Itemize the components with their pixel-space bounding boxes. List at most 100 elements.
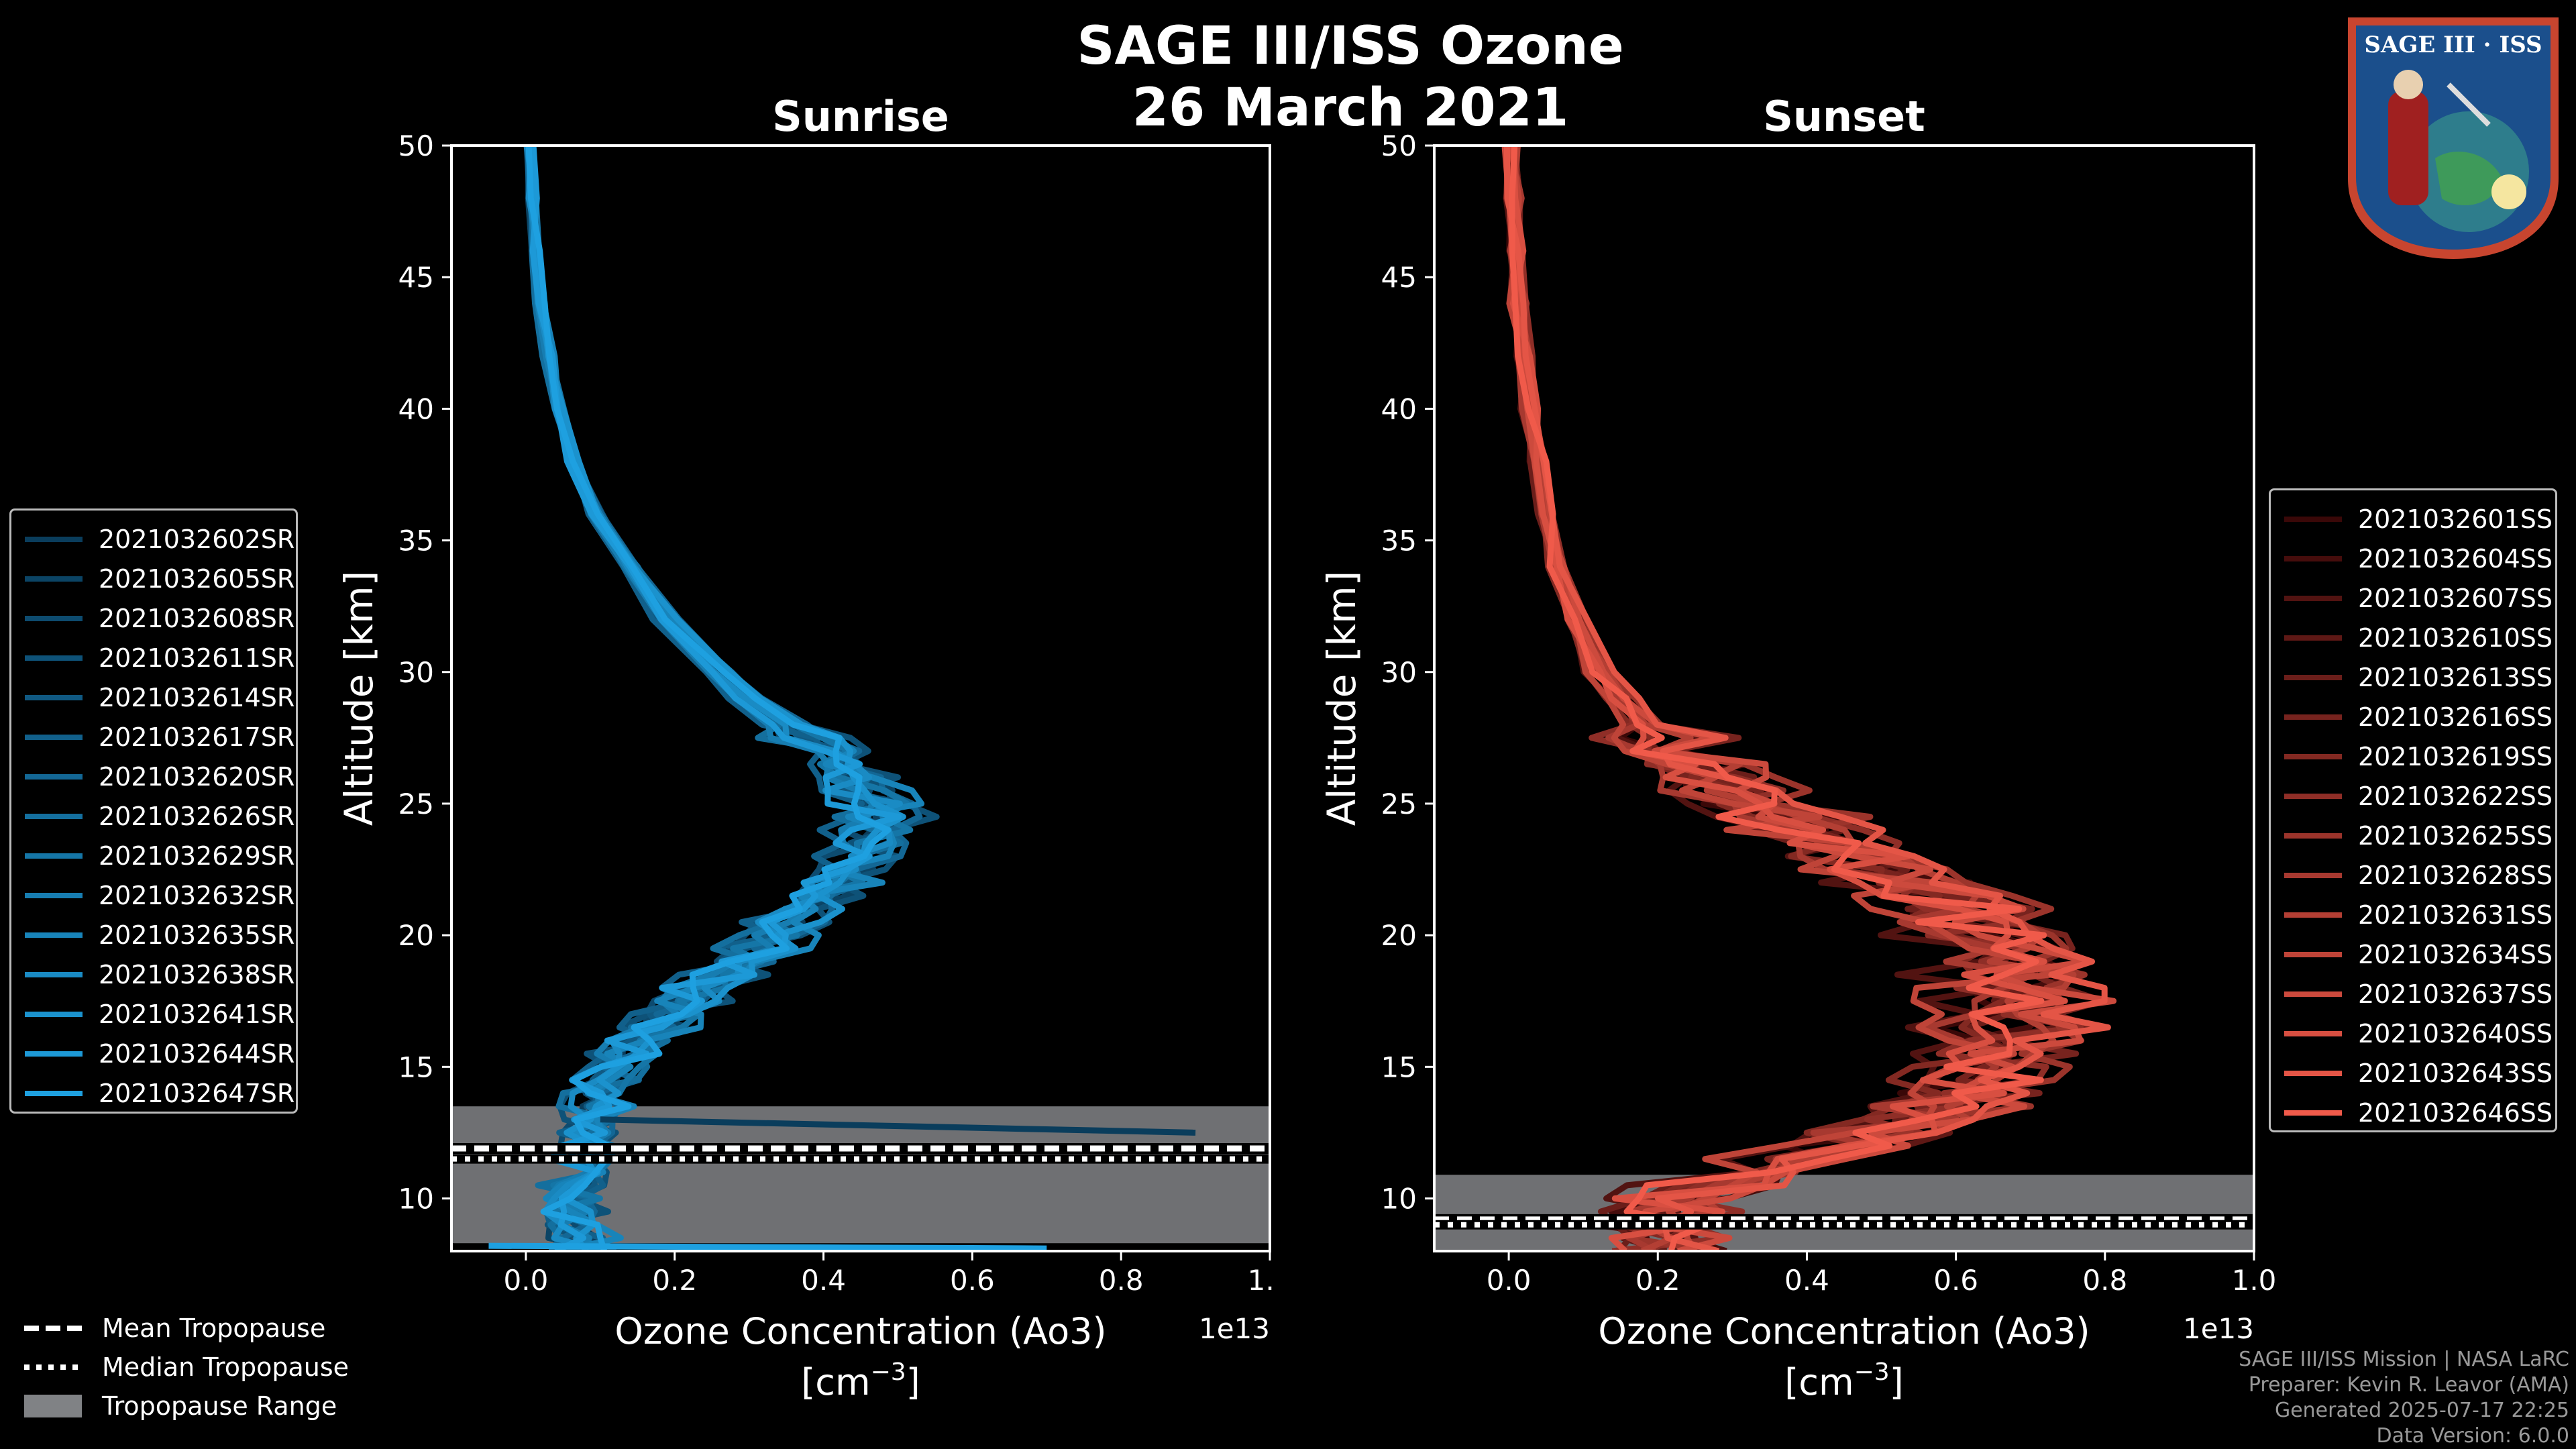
legend-label: Tropopause Range [102, 1391, 337, 1421]
legend-label: 2021032635SR [99, 920, 295, 950]
legend-item: 2021032605SR [25, 559, 294, 598]
legend-swatch [25, 893, 83, 898]
legend-label: 2021032607SS [2358, 584, 2553, 613]
legend-label: 2021032640SS [2358, 1019, 2553, 1049]
legend-swatch [2284, 635, 2342, 641]
legend-item: 2021032625SS [2284, 816, 2553, 855]
chart-title: Sunset [1763, 92, 1925, 141]
credit-line: Data Version: 6.0.0 [2376, 1424, 2569, 1448]
x-tick-label: 1.0 [2232, 1264, 2277, 1297]
legend-label: 2021032632SR [99, 881, 295, 910]
legend-item: 2021032635SR [25, 916, 294, 955]
axes-frame [450, 144, 1271, 1252]
sunset-legend: 2021032601SS 2021032604SS 2021032607SS 2021… [2269, 488, 2557, 1132]
x-tick-label: 0.6 [1933, 1264, 1978, 1297]
legend-swatch [2284, 596, 2342, 601]
credit-line: SAGE III/ISS Mission | NASA LaRC [2239, 1348, 2569, 1371]
figure-title-line1: SAGE III/ISS Ozone [1077, 16, 1624, 76]
legend-swatch [2284, 1031, 2342, 1036]
legend-label: 2021032608SR [99, 604, 295, 633]
profile-line [1509, 146, 2047, 1251]
legend-swatch [2284, 714, 2342, 720]
range-patch-swatch [24, 1395, 82, 1417]
x-tick-label: 0.0 [504, 1264, 549, 1297]
legend-item: 2021032611SR [25, 639, 294, 678]
legend-swatch [25, 655, 83, 661]
legend-tropopause-range: Tropopause Range [24, 1387, 337, 1425]
legend-item: 2021032626SR [25, 797, 294, 836]
x-tick-label: 0.6 [950, 1264, 995, 1297]
legend-swatch [25, 616, 83, 621]
legend-item: 2021032617SR [25, 718, 294, 757]
legend-swatch [2284, 675, 2342, 680]
x-axis-unit: [cm−3] [801, 1358, 920, 1403]
legend-item: 2021032620SR [25, 757, 294, 796]
y-tick-label: 35 [398, 525, 434, 557]
x-tick-label: 0.4 [1784, 1264, 1829, 1297]
y-tick-label: 45 [1381, 261, 1417, 294]
x-axis-label: Ozone Concentration (Ao3) [1598, 1310, 2090, 1352]
legend-label: 2021032619SS [2358, 742, 2553, 771]
x-tick-label: 0.8 [1099, 1264, 1144, 1297]
x-axis-label: Ozone Concentration (Ao3) [614, 1310, 1106, 1352]
x-axis-unit: [cm−3] [1784, 1358, 1904, 1403]
dotted-line-swatch [24, 1364, 82, 1370]
legend-label: 2021032647SR [99, 1079, 295, 1108]
legend-label: 2021032620SR [99, 762, 295, 792]
profile-outlier [488, 1242, 1047, 1251]
y-tick-label: 40 [398, 392, 434, 425]
legend-item: 2021032646SS [2284, 1093, 2553, 1132]
legend-item: 2021032634SS [2284, 935, 2553, 974]
legend-swatch [2284, 833, 2342, 839]
legend-item: 2021032607SS [2284, 579, 2553, 618]
legend-swatch [2284, 912, 2342, 918]
legend-item: 2021032631SS [2284, 896, 2553, 934]
legend-item: 2021032643SS [2284, 1054, 2553, 1093]
legend-mean-tropopause: Mean Tropopause [24, 1309, 325, 1347]
sage-logo: SAGE III · ISS [2341, 11, 2565, 262]
legend-swatch [25, 972, 83, 977]
legend-label: 2021032638SR [99, 960, 295, 989]
y-tick-label: 15 [1381, 1051, 1417, 1083]
legend-item: 2021032638SR [25, 955, 294, 994]
chart-title: Sunrise [772, 92, 949, 141]
legend-item: 2021032613SS [2284, 658, 2553, 697]
legend-label: 2021032604SS [2358, 544, 2553, 574]
legend-label: 2021032614SR [99, 683, 295, 712]
legend-swatch [2284, 556, 2342, 561]
y-tick-label: 25 [398, 788, 434, 820]
legend-swatch [25, 1051, 83, 1057]
legend-swatch [25, 735, 83, 740]
y-tick-label: 10 [1381, 1183, 1417, 1216]
legend-item: 2021032619SS [2284, 737, 2553, 776]
legend-item: 2021032602SR [25, 520, 294, 559]
legend-label: 2021032643SS [2358, 1059, 2553, 1088]
legend-item: 2021032614SR [25, 678, 294, 717]
legend-label: 2021032625SS [2358, 821, 2553, 851]
y-tick-label: 30 [398, 656, 434, 689]
x-scale-label: 1e13 [2183, 1312, 2254, 1345]
x-tick-label: 0.2 [652, 1264, 697, 1297]
legend-label: 2021032646SS [2358, 1098, 2553, 1128]
legend-label: 2021032605SR [99, 564, 295, 594]
legend-item: 2021032601SS [2284, 500, 2553, 539]
legend-label: 2021032617SR [99, 722, 295, 752]
legend-item: 2021032610SS [2284, 619, 2553, 657]
profile-line [1501, 146, 2117, 1251]
legend-item: 2021032640SS [2284, 1014, 2553, 1053]
plot-area [451, 146, 1270, 1251]
legend-item: 2021032647SR [25, 1074, 294, 1113]
y-tick-label: 40 [1381, 392, 1417, 425]
legend-item: 2021032641SR [25, 995, 294, 1034]
legend-item: 2021032622SS [2284, 777, 2553, 816]
legend-label: 2021032601SS [2358, 504, 2553, 534]
credits: SAGE III/ISS Mission | NASA LaRC Prepare… [2239, 1347, 2569, 1449]
axes-frame [1433, 144, 2255, 1252]
legend-swatch [25, 1012, 83, 1017]
legend-label: 2021032637SS [2358, 979, 2553, 1009]
legend-label: 2021032613SS [2358, 663, 2553, 692]
legend-swatch [25, 1091, 83, 1096]
logo-text: SAGE III · ISS [2364, 32, 2542, 58]
y-axis-label: Altitude [km] [336, 571, 382, 826]
y-tick-label: 20 [398, 919, 434, 952]
